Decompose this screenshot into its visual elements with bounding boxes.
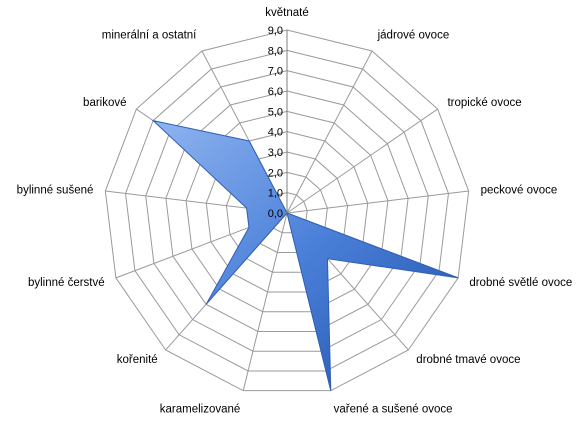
grid-ring: [104, 29, 470, 392]
tick-label: 3,0: [268, 147, 283, 159]
category-label: drobné světlé ovoce: [469, 277, 572, 289]
category-label: drobné tmavé ovoce: [416, 354, 520, 366]
tick-label: 0,0: [268, 208, 283, 220]
category-label: jádrové ovoce: [377, 29, 450, 41]
category-label: květnaté: [265, 7, 308, 19]
category-label: kořenité: [117, 354, 158, 366]
radar-series: [151, 119, 459, 391]
category-label: minerální a ostatní: [102, 29, 197, 41]
grid-spoke: [286, 50, 373, 214]
grid-spoke: [242, 212, 288, 391]
radial-axis-ticks: 0,0 1,0 2,0 3,0 4,0 5,0 6,0 7,0 8,0 9,0: [268, 25, 288, 220]
tick-label: 7,0: [268, 66, 283, 78]
category-label: karamelizované: [160, 403, 241, 415]
grid-spoke: [286, 190, 469, 214]
grid-ring: [165, 90, 409, 332]
grid-ring: [125, 49, 449, 372]
tick-label: 9,0: [268, 25, 283, 37]
category-labels: květnaté jádrové ovoce tropické ovoce pecko…: [17, 7, 573, 415]
category-label: tropické ovoce: [447, 97, 521, 109]
grid-spoke: [286, 108, 438, 214]
category-label: bylinné čerstvé: [28, 277, 105, 289]
series-area: [151, 119, 459, 391]
tick-label: 2,0: [268, 167, 283, 179]
grid-ring: [145, 70, 429, 352]
category-label: vařené a sušené ovoce: [334, 403, 453, 415]
category-label: bylinné sušené: [17, 184, 94, 196]
tick-label: 6,0: [268, 86, 283, 98]
tick-label: 8,0: [268, 45, 283, 57]
tick-label: 4,0: [268, 127, 283, 139]
category-label: barikové: [83, 97, 126, 109]
tick-label: 1,0: [268, 188, 283, 200]
tick-label: 5,0: [268, 106, 283, 118]
category-label: peckové ovoce: [481, 184, 558, 196]
